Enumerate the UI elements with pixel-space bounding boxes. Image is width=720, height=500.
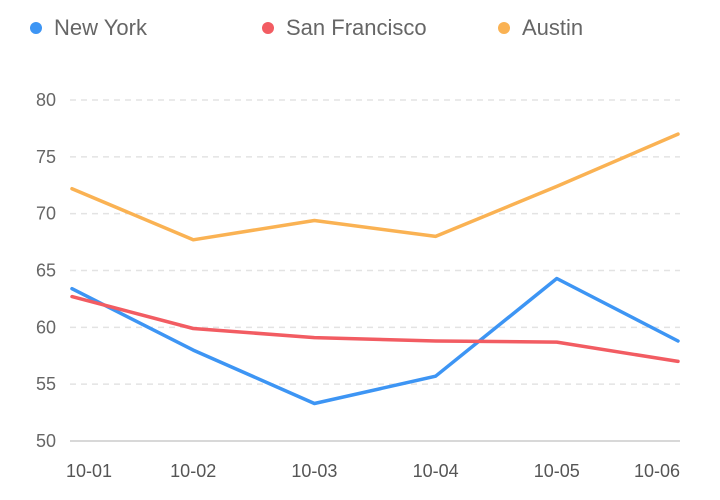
legend-item-new-york[interactable]: New York — [30, 14, 147, 42]
legend-marker-icon — [498, 22, 510, 34]
legend-marker-icon — [30, 22, 42, 34]
chart-legend: New York San Francisco Austin — [0, 14, 720, 42]
series-line-san-francisco — [70, 294, 680, 364]
y-tick-label: 65 — [36, 261, 56, 281]
x-tick-label: 10-01 — [66, 461, 112, 481]
x-tick-label: 10-03 — [291, 461, 337, 481]
y-tick-label: 70 — [36, 204, 56, 224]
legend-label: Austin — [522, 15, 584, 40]
x-tick-label: 10-06 — [634, 461, 680, 481]
y-tick-label: 75 — [36, 147, 56, 167]
y-tick-label: 50 — [36, 431, 56, 451]
x-tick-label: 10-02 — [170, 461, 216, 481]
legend-marker-icon — [262, 22, 274, 34]
x-tick-label: 10-05 — [534, 461, 580, 481]
legend-item-san-francisco[interactable]: San Francisco — [262, 14, 427, 42]
y-tick-label: 60 — [36, 317, 56, 337]
legend-item-austin[interactable]: Austin — [498, 14, 583, 42]
x-tick-label: 10-04 — [413, 461, 459, 481]
series-line-new-york — [70, 276, 680, 406]
y-tick-label: 80 — [36, 90, 56, 110]
legend-label: San Francisco — [286, 15, 427, 40]
legend-label: New York — [54, 15, 147, 40]
y-tick-label: 55 — [36, 374, 56, 394]
series-line-austin — [70, 132, 680, 242]
